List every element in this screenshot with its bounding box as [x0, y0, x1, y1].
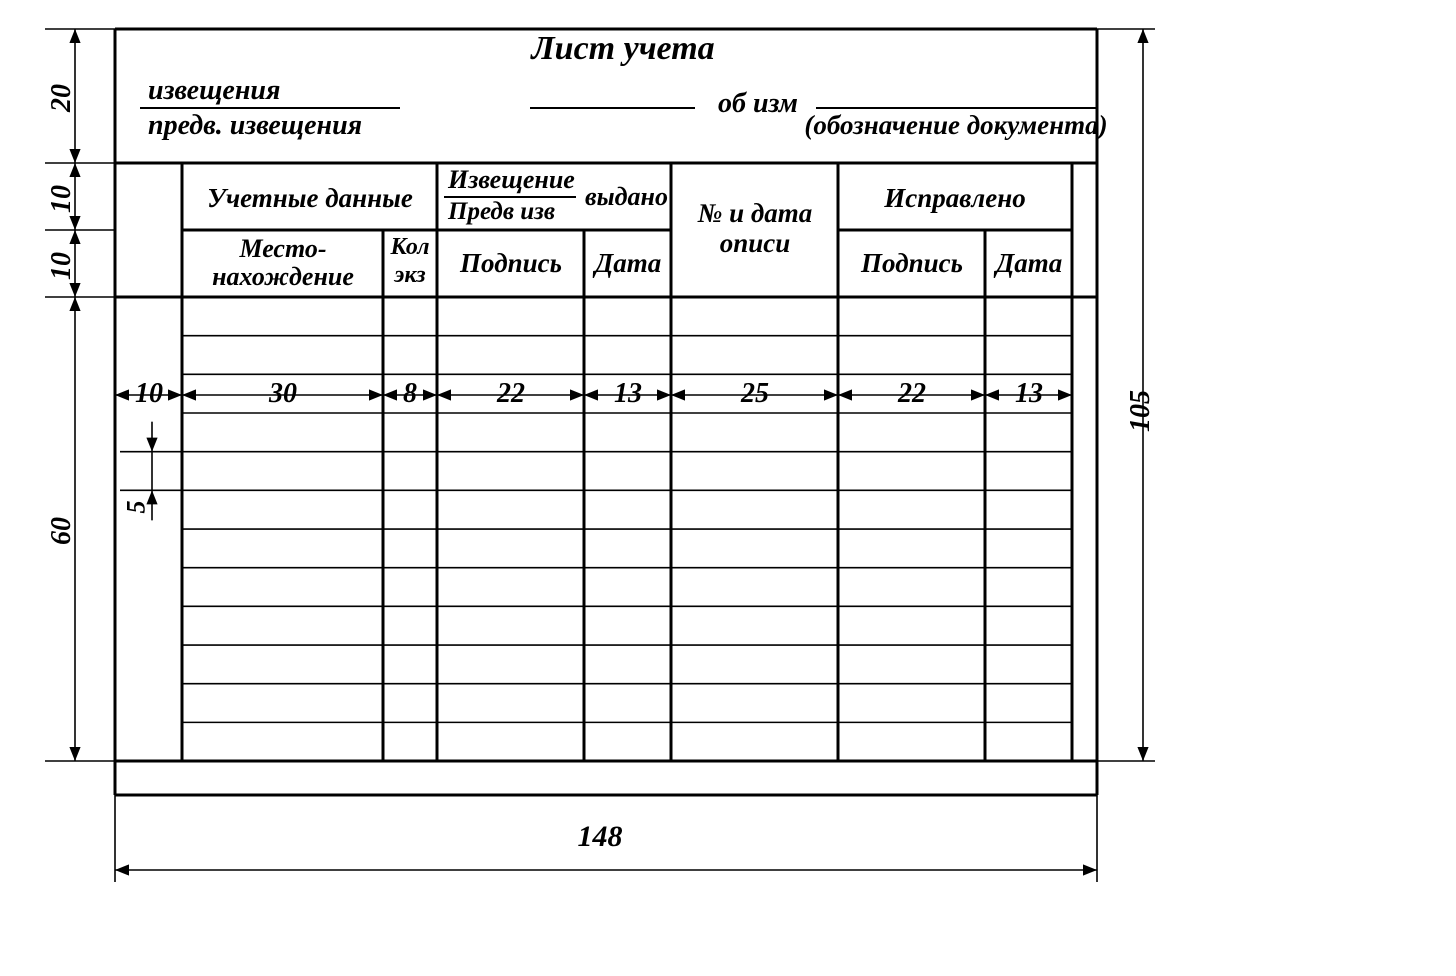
- dim-left-gap: 10: [135, 378, 163, 410]
- page-title: Лист учета: [531, 30, 714, 68]
- dim-col-date2: 13: [1015, 378, 1043, 410]
- dim-row-h2: 10: [46, 252, 78, 280]
- dim-total-h: 105: [1125, 390, 1157, 432]
- dim-col-qty: 8: [403, 378, 417, 410]
- col-location-top: Место-: [239, 234, 326, 264]
- col-location-bottom: нахождение: [212, 262, 354, 292]
- notice-fraction-bottom: предв. извещения: [148, 110, 362, 142]
- col-corrected: Исправлено: [884, 183, 1025, 214]
- dim-title-h: 20: [46, 84, 78, 112]
- dim-col-numdate: 25: [741, 378, 769, 410]
- col-issued: выдано: [585, 182, 668, 212]
- about-change-label: об изм: [718, 88, 798, 120]
- dim-total-w: 148: [578, 820, 623, 854]
- col-signature-2: Подпись: [861, 248, 963, 279]
- col-number-date-bottom: описи: [720, 228, 791, 259]
- doc-designation-label: (обозначение документа): [804, 110, 1107, 141]
- dim-row-h1: 10: [46, 185, 78, 213]
- col-notice-frac-bottom: Предв изв: [448, 198, 555, 226]
- col-notice-frac-top: Извещение: [448, 165, 575, 195]
- col-date-1: Дата: [595, 248, 661, 279]
- dim-col-location: 30: [269, 378, 297, 410]
- dim-row-step: 5: [122, 501, 152, 514]
- col-qty-top: Кол: [390, 234, 429, 261]
- col-signature-1: Подпись: [460, 248, 562, 279]
- dim-body-h: 60: [46, 517, 78, 545]
- dim-col-sign1: 22: [497, 378, 525, 410]
- dim-col-sign2: 22: [898, 378, 926, 410]
- dim-col-date1: 13: [614, 378, 642, 410]
- col-qty-bottom: экз: [394, 262, 425, 289]
- notice-fraction-top: извещения: [148, 75, 280, 107]
- col-number-date-top: № и дата: [698, 198, 813, 229]
- notice-fraction-rule: [140, 107, 400, 109]
- blank-field-1: [530, 107, 695, 109]
- col-accounting-data: Учетные данные: [207, 183, 413, 214]
- doc-field-rule: [816, 107, 1096, 109]
- col-date-2: Дата: [996, 248, 1062, 279]
